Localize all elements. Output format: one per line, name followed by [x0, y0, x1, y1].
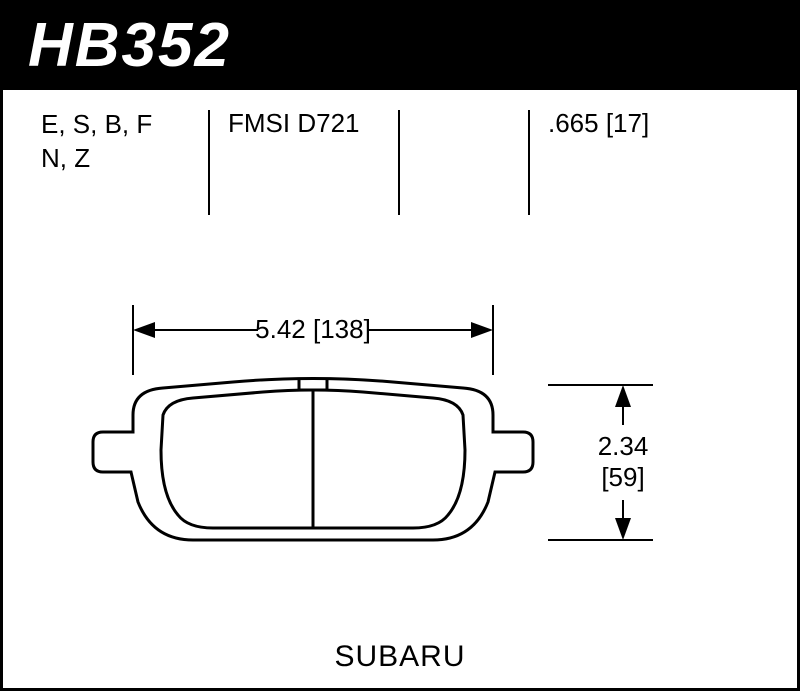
thickness-value: .665 [17] — [548, 108, 649, 139]
divider-1 — [208, 110, 210, 215]
part-number-title: HB352 — [28, 10, 231, 81]
brake-pad-shape — [93, 378, 533, 540]
content-frame: E, S, B, F N, Z FMSI D721 .665 [17] 5.42… — [0, 90, 800, 691]
width-inches: 5.42 — [255, 314, 306, 344]
brake-pad-diagram: 5.42 [138] 2.34 [59] — [3, 240, 797, 660]
height-dimension: 2.34 [59] — [548, 385, 653, 540]
fmsi-code: FMSI D721 — [228, 108, 360, 139]
height-inches: 2.34 — [598, 431, 649, 461]
codes-line2: N, Z — [41, 142, 191, 176]
divider-2 — [398, 110, 400, 215]
info-row: E, S, B, F N, Z FMSI D721 .665 [17] — [3, 108, 797, 218]
height-mm: [59] — [601, 462, 644, 492]
width-dimension: 5.42 [138] — [133, 305, 493, 375]
divider-3 — [528, 110, 530, 215]
header-bar: HB352 — [0, 0, 800, 90]
svg-text:5.42 [13: 5.42 [138] — [255, 314, 371, 344]
brand-label: SUBARU — [3, 640, 797, 674]
width-mm: [138] — [313, 314, 371, 344]
codes-line1: E, S, B, F — [41, 108, 191, 142]
compound-codes: E, S, B, F N, Z — [41, 108, 191, 176]
